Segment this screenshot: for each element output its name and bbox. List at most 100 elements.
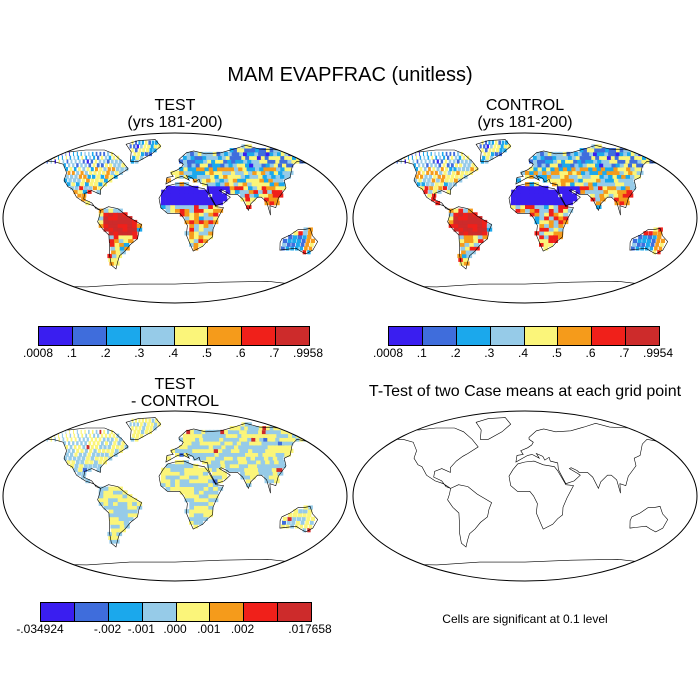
grid-cell [539,227,545,232]
grid-cell [140,422,143,427]
grid-cell [104,155,108,160]
grid-cell [233,460,240,465]
grid-cell [193,246,199,251]
grid-cell [537,159,542,164]
grid-cell [206,456,212,461]
grid-cell [586,163,593,168]
coastline [40,149,129,211]
grid-cell [194,227,200,232]
grid-cell [124,167,129,172]
grid-cell [596,151,604,157]
grid-cell [231,452,238,457]
grid-cell [97,185,102,191]
grid-cell [201,452,207,457]
grid-cell [97,155,100,160]
grid-cell [621,167,629,172]
grid-cell [213,208,219,213]
grid-cell [558,223,564,228]
grid-cell [179,204,185,209]
grid-cell [210,456,216,461]
grid-cell [246,204,252,209]
grid-cell [548,189,554,194]
grid-cell [563,212,569,217]
grid-cell [189,516,194,521]
grid-cell [212,471,218,476]
grid-cell [273,151,281,157]
grid-cell [570,163,576,168]
grid-cell [511,189,517,194]
grid-cell [203,494,209,499]
grid-cell [477,235,484,240]
grid-cell [220,163,226,168]
grid-cell [187,437,192,442]
grid-cell [82,437,85,442]
grid-cell [249,174,256,179]
grid-cell [253,163,260,168]
grid-cell [538,174,544,179]
grid-cell [585,170,591,175]
grid-cell [97,448,102,453]
grid-cell [430,151,432,157]
grid-cell [244,422,252,427]
grid-cell [472,227,478,232]
figure-title: MAM EVAPFRAC (unitless) [227,64,473,86]
grid-cell [232,456,239,461]
grid-cell [465,250,472,255]
grid-cell [61,433,63,438]
grid-cell [525,193,531,198]
grid-cell [464,159,468,164]
grid-cell [553,216,559,221]
grid-cell [138,148,142,153]
colorbar-swatch [210,603,245,621]
grid-cell [567,201,573,206]
grid-cell [147,422,150,427]
grid-cell [659,242,664,247]
grid-cell [78,174,83,179]
grid-cell [529,204,535,209]
grid-cell [46,155,47,160]
grid-cell [179,437,184,442]
grid-cell [632,163,640,168]
grid-cell [252,185,259,191]
grid-cell [263,193,270,198]
grid-cell [205,174,211,179]
grid-cell [553,227,559,232]
grid-cell [248,185,254,191]
grid-cell [63,163,66,168]
grid-cell [544,216,550,221]
grid-cell [605,159,612,164]
grid-cell [215,159,221,164]
grid-cell [562,163,568,168]
grid-cell [447,155,450,160]
grid-cell [189,219,195,225]
grid-cell [433,174,437,179]
grid-cell [207,189,213,194]
grid-cell [427,155,430,160]
grid-cell [434,170,438,175]
grid-cell [99,445,103,450]
grid-cell [284,174,291,179]
grid-cell [265,163,273,168]
grid-cell [282,520,286,525]
grid-cell [628,170,635,175]
grid-cell [273,448,281,453]
grid-cell [94,159,98,164]
grid-cell [641,242,646,247]
grid-cell [198,520,204,525]
grid-cell [458,208,464,213]
grid-cell [131,426,134,431]
grid-cell [100,163,104,168]
grid-cell [184,208,190,213]
grid-cell [262,174,269,179]
grid-cell [237,456,243,461]
grid-cell [255,445,262,450]
grid-cell [534,189,540,194]
grid-cell [238,167,245,172]
colorbar-label: .3 [134,346,145,360]
grid-cell [84,170,88,175]
grid-cell [107,253,114,259]
grid-cell [179,185,185,191]
grid-cell [296,520,300,525]
grid-cell [595,197,601,202]
grid-cell [147,144,150,149]
